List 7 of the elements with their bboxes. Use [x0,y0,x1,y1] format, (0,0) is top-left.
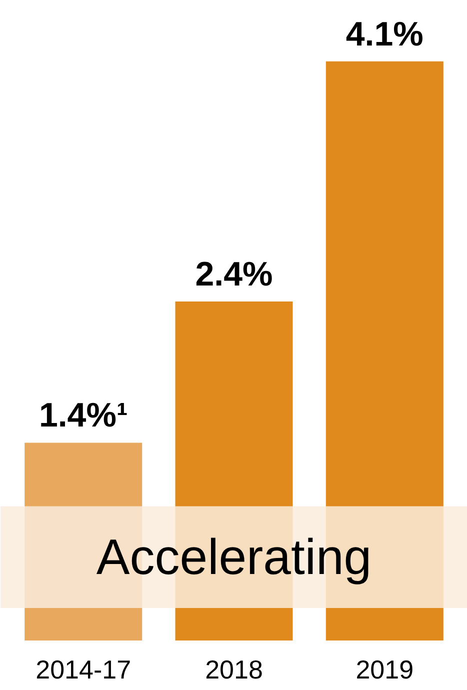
data-label: 2.4% [195,255,273,294]
x-tick-label: 2019 [356,654,414,684]
data-label: 4.1% [346,15,424,54]
x-tick-label: 2014-17 [36,654,132,684]
band-label: Accelerating [96,529,372,586]
data-label: 1.4%¹ [38,396,128,435]
x-tick-label: 2018 [205,654,263,684]
